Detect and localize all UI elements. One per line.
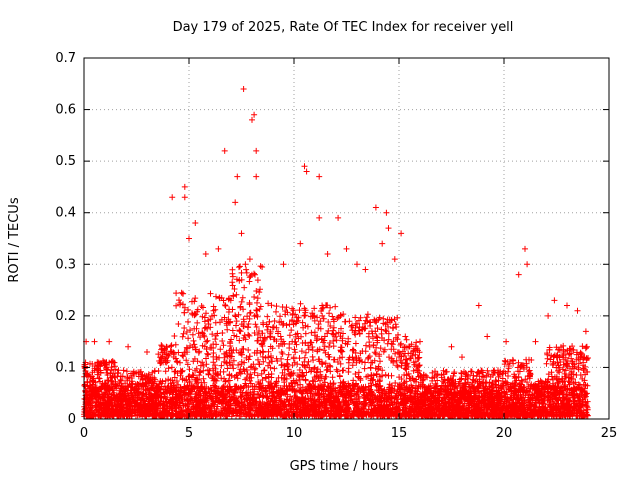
data-point xyxy=(448,343,455,350)
data-point xyxy=(240,85,247,92)
y-tick-label: 0.2 xyxy=(55,309,76,324)
axis-ticks: 0 5 10 15 20 25 0 0.1 0.2 0.3 0.4 0.5 0.6 0.7 xyxy=(55,51,617,441)
data-point xyxy=(249,116,255,123)
data-point xyxy=(238,230,245,237)
data-point xyxy=(475,302,482,309)
x-axis-label: GPS time / hours xyxy=(290,459,399,474)
y-tick-label: 0.4 xyxy=(55,206,76,221)
data-point xyxy=(234,173,241,180)
plot-frame xyxy=(83,57,610,420)
data-point xyxy=(391,256,398,263)
data-point xyxy=(125,343,132,350)
data-point xyxy=(303,168,310,175)
data-point xyxy=(301,163,308,170)
y-tick-label: 0.3 xyxy=(55,257,76,272)
x-tick-label: 20 xyxy=(496,426,513,441)
data-point xyxy=(335,214,342,221)
chart-title: Day 179 of 2025, Rate Of TEC Index for r… xyxy=(173,20,514,35)
data-point xyxy=(574,307,581,314)
dense-point-cloud xyxy=(81,261,591,420)
data-point xyxy=(385,225,392,232)
data-point xyxy=(515,271,522,278)
data-point xyxy=(354,261,360,268)
data-point xyxy=(316,214,323,221)
dense-data-points xyxy=(81,261,591,420)
data-point xyxy=(251,111,258,118)
data-point xyxy=(459,354,465,361)
data-point xyxy=(144,348,150,355)
data-point xyxy=(181,183,188,190)
data-point xyxy=(106,338,113,345)
data-point xyxy=(297,240,304,247)
y-tick-label: 0.6 xyxy=(55,103,76,118)
x-tick-label: 15 xyxy=(391,426,408,441)
data-point xyxy=(379,240,386,247)
data-point xyxy=(221,147,228,154)
data-point xyxy=(362,266,369,273)
data-point xyxy=(545,312,552,319)
data-point xyxy=(564,302,570,309)
y-tick-label: 0.7 xyxy=(55,51,76,66)
data-point xyxy=(324,250,331,257)
data-point xyxy=(402,333,409,340)
data-point xyxy=(372,204,379,211)
data-point xyxy=(202,250,209,257)
data-point xyxy=(551,297,558,304)
data-point xyxy=(343,245,350,252)
data-point xyxy=(253,147,260,154)
data-point xyxy=(253,173,260,180)
x-tick-label: 5 xyxy=(185,426,193,441)
x-tick-label: 25 xyxy=(601,426,618,441)
data-point xyxy=(215,245,222,252)
data-point xyxy=(383,209,390,216)
data-point xyxy=(280,261,287,268)
data-point xyxy=(186,235,192,242)
data-points xyxy=(83,85,589,361)
data-point xyxy=(91,338,98,345)
data-point xyxy=(484,333,491,340)
data-point xyxy=(524,261,531,268)
x-tick-label: 0 xyxy=(80,426,88,441)
data-point xyxy=(417,338,423,345)
data-point xyxy=(582,328,589,335)
data-point xyxy=(192,220,199,227)
data-point xyxy=(522,245,528,252)
data-point xyxy=(181,194,188,201)
y-tick-label: 0 xyxy=(68,412,76,427)
y-tick-label: 0.1 xyxy=(55,360,76,375)
data-point xyxy=(316,173,323,180)
data-point xyxy=(246,256,253,263)
x-tick-label: 10 xyxy=(286,426,303,441)
data-point xyxy=(532,338,539,345)
data-point xyxy=(398,230,405,237)
data-point xyxy=(232,199,239,206)
data-point xyxy=(169,194,176,201)
data-point xyxy=(503,338,510,345)
y-tick-label: 0.5 xyxy=(55,154,76,169)
y-axis-label: ROTI / TECUs xyxy=(7,197,22,282)
